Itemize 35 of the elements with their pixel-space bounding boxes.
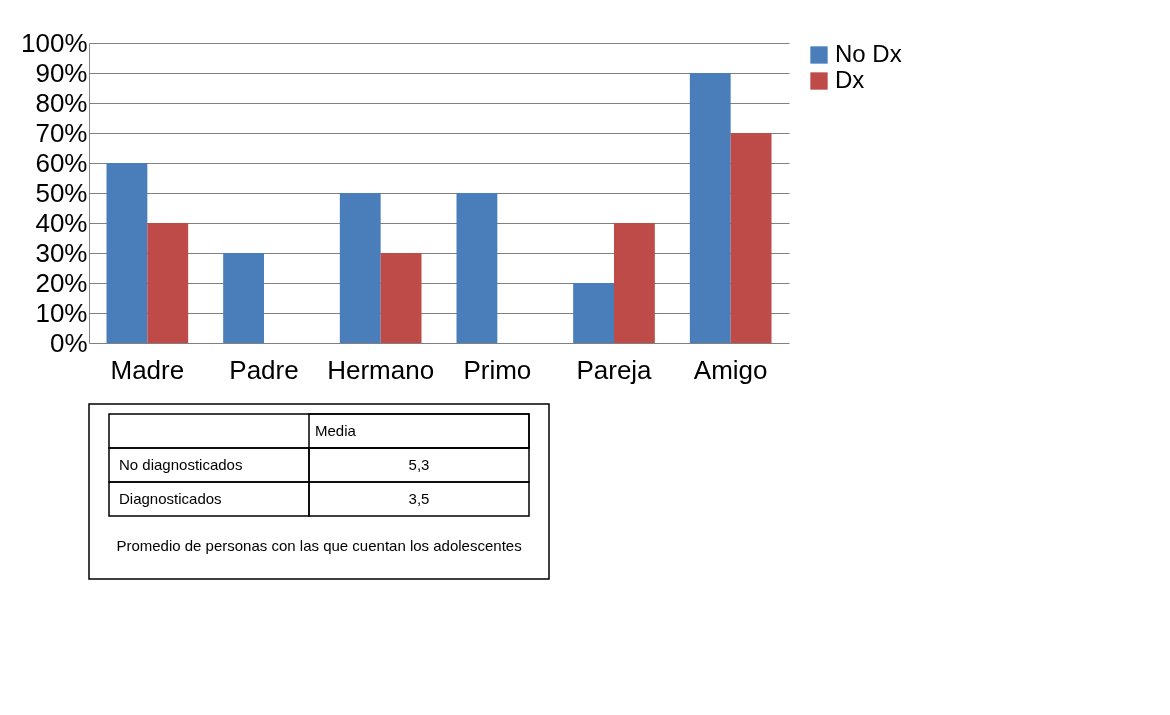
bar	[380, 253, 422, 343]
bar	[614, 223, 655, 343]
bar	[689, 73, 731, 343]
bar	[573, 283, 614, 343]
y-tick-label: 30%	[35, 237, 88, 268]
y-tick-label: 10%	[35, 297, 88, 328]
y-tick-label: 80%	[35, 87, 88, 118]
legend-label: No Dx	[835, 40, 902, 67]
bar	[456, 193, 498, 343]
text: Diagnosticados	[119, 490, 222, 507]
y-tick-label: 40%	[35, 207, 88, 238]
y-tick-label: 0%	[49, 327, 88, 358]
y-tick-label: 70%	[35, 117, 88, 148]
text: 3,5	[408, 490, 430, 507]
legend-label: Dx	[835, 66, 865, 93]
text: No diagnosticados	[119, 456, 243, 473]
x-tick-label: Padre	[229, 354, 299, 385]
y-tick-label: 60%	[35, 147, 88, 178]
bar	[147, 223, 189, 343]
x-tick-label: Hermano	[327, 354, 435, 385]
y-tick-label: 90%	[35, 57, 88, 88]
text: 5,3	[408, 456, 430, 473]
y-tick-label: 20%	[35, 267, 88, 298]
x-tick-label: Amigo	[693, 354, 768, 385]
text: Promedio de personas con las que cuentan los adolescentes	[116, 537, 522, 554]
y-tick-label: 50%	[35, 177, 88, 208]
x-tick-label: Madre	[110, 354, 185, 385]
x-tick-label: Primo	[463, 354, 532, 385]
x-tick-label: Pareja	[576, 354, 653, 385]
text: Media	[315, 422, 357, 439]
bar	[106, 163, 148, 343]
bar	[730, 133, 772, 343]
y-tick-label: 100%	[21, 27, 88, 58]
bar	[223, 253, 264, 343]
bar	[339, 193, 381, 343]
